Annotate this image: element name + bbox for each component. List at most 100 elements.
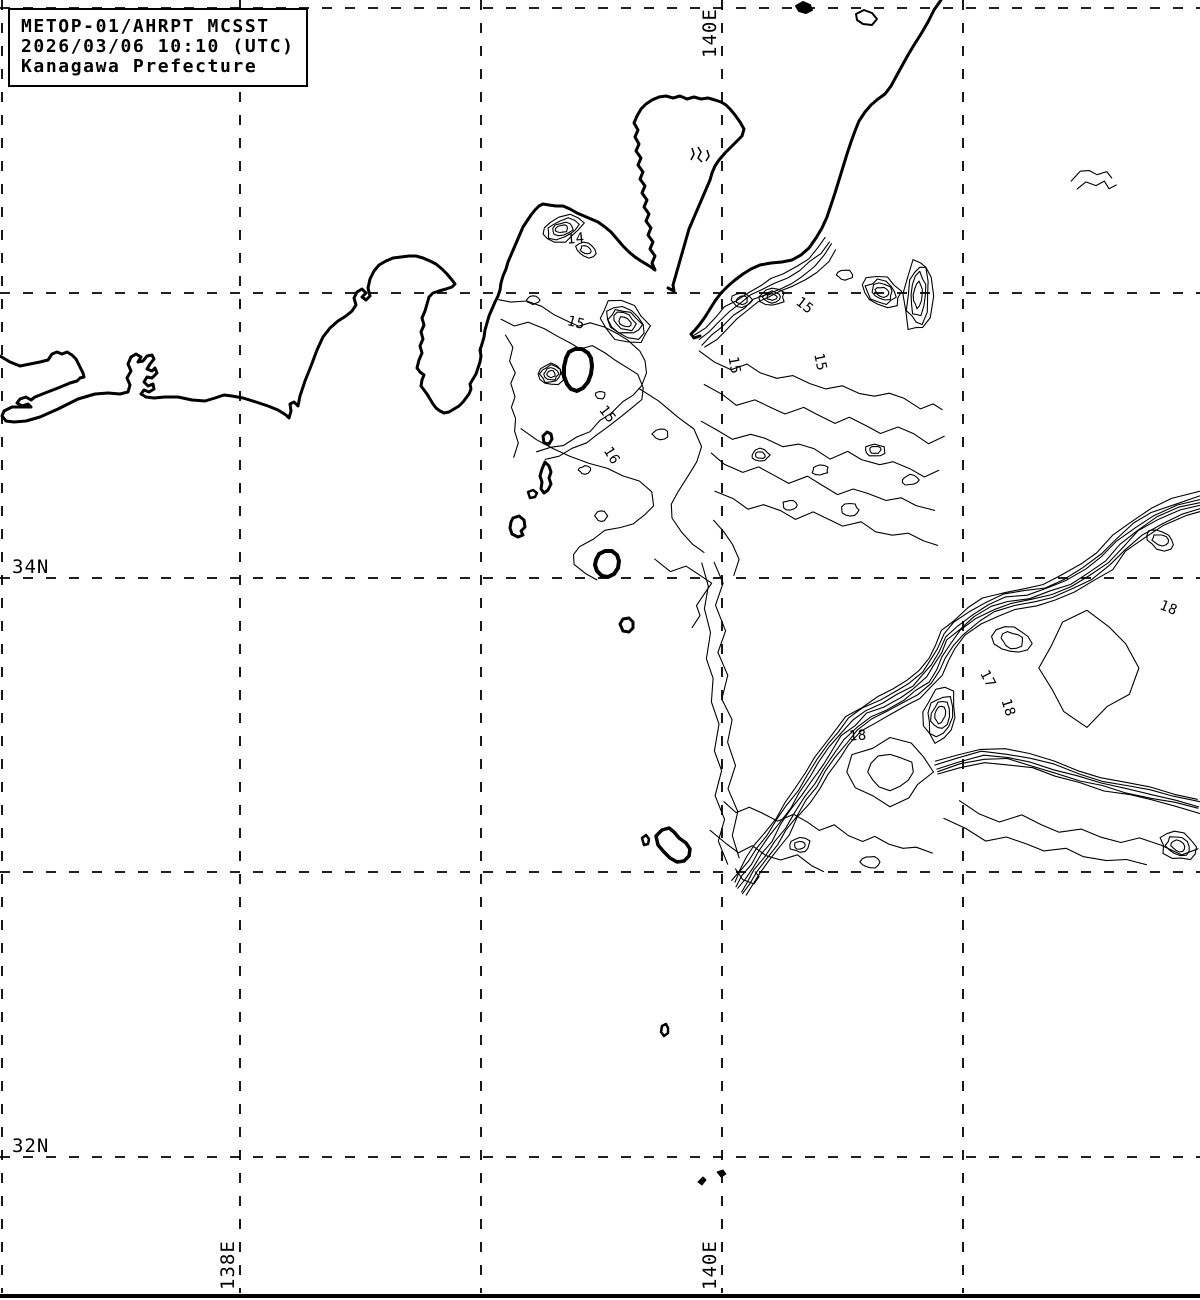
lake-tega [855,9,878,26]
latitude-label: 32N [12,1135,49,1157]
longitude-label-top: 140E [699,8,721,58]
observation-datetime: 2026/03/06 10:10 (UTC) [21,36,295,57]
contour-line [537,362,565,386]
contour-line [741,508,1200,895]
contour-line [613,311,637,332]
contour-line [693,236,826,336]
island-toshima [541,430,554,446]
contour-line [865,443,886,457]
contour-line [575,241,597,259]
sst-contour-label: 18 [1157,598,1180,620]
contour-line [958,800,1199,856]
contour-line [1070,170,1113,182]
contour-line [698,350,943,411]
contour-line [782,499,798,511]
sst-contour-label: 14 [566,230,585,247]
sst-contour-label: 15 [565,313,586,333]
island-hachijo-kojima [640,833,651,847]
contour-line [538,364,562,384]
contour-line [934,750,1200,803]
contour-line [713,519,740,577]
sst-contour-label: 17 [976,667,999,690]
lake-inba [795,1,813,14]
contour-line [737,502,1200,889]
izu-islands [508,146,727,1186]
contour-line [755,451,766,460]
contour-line [861,275,903,309]
contour-line [937,757,1199,809]
island-bayonnaise-rock-west [697,1176,707,1186]
contour-line [902,259,935,331]
contour-line [713,561,740,859]
contour-line [704,249,837,348]
contour-line [1038,609,1140,728]
contour-line [934,705,947,725]
contour-line [546,369,556,379]
island-niijima [538,460,553,495]
contour-line [735,295,748,306]
coastlines [0,0,943,424]
contour-line [934,748,1198,800]
contour-line [751,447,771,462]
contour-line [789,836,811,853]
contour-line [835,269,854,281]
island-bayonnaise-rock-east [716,1169,727,1178]
contour-line [599,299,652,344]
sst-contour-label: 16 [600,444,623,468]
contour-line [547,217,580,241]
contour-line [922,686,956,744]
sst-contour-label: 18 [997,697,1018,719]
island-shikinejima [526,488,539,500]
island-mikurajima [618,616,635,634]
contour-line [710,452,936,511]
sst-contour-label: 15 [810,352,829,373]
contour-line [735,498,1200,888]
contour-line [498,299,648,453]
title-box: METOP-01/AHRPT MCSST 2026/03/06 10:10 (U… [8,8,308,87]
contour-line [723,801,933,854]
latitude-label: 34N [12,556,49,578]
contour-line [703,383,945,445]
contour-line [554,224,568,234]
contour-line [937,762,1200,815]
contour-line [869,445,882,454]
contour-line [874,286,890,298]
contour-line [579,245,592,255]
contour-line [594,510,609,522]
contour-line [927,696,954,738]
contour-line [794,840,806,850]
contour-line [701,243,833,346]
contour-line [741,504,1200,893]
contour-line [912,280,923,310]
sst-contour-label: 18 [848,728,867,745]
contour-line [542,213,585,243]
contour-line [990,626,1033,653]
contour-line [594,391,606,400]
sst-contour-label: 15 [595,403,619,427]
longitude-label-bottom: 140E [699,1240,721,1290]
contour-line [700,420,940,478]
contour-line [504,334,519,458]
contour-line [930,700,951,729]
contour-line [766,292,778,301]
contour-line [867,753,914,792]
contour-line [701,562,729,865]
contour-line [714,490,939,546]
sst-contour-lines [498,170,1200,896]
contour-line [745,511,1200,896]
contour-line [698,241,831,341]
bottom-border-rule [0,1294,1200,1298]
island-miyakejima [593,549,621,579]
contour-line [936,754,1200,808]
contour-line [811,464,829,476]
contour-line [761,290,781,304]
contour-line [841,502,860,517]
contour-line [730,292,754,309]
sst-contour-label: 15 [725,355,744,375]
coastline-boso-peninsula [689,0,943,340]
contour-line [525,295,541,306]
island-izu-oshima [562,347,594,393]
contour-line [734,868,760,885]
